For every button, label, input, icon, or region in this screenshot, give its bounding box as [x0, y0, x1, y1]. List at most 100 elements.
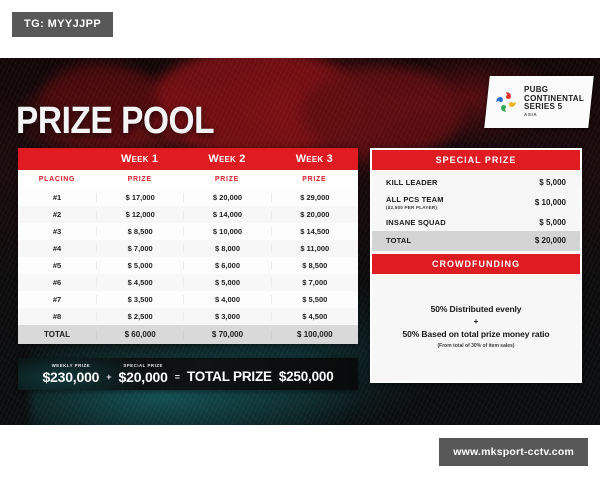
pubg-pinwheel-icon — [496, 92, 517, 112]
cell-week3: $ 5,500 — [270, 295, 358, 304]
prize-table-sub-header: PLACING PRIZE PRIZE PRIZE — [18, 170, 358, 189]
special-prize-value: $ 5,000 — [539, 178, 566, 188]
col-header-placing: PLACING — [38, 176, 76, 183]
cell-week1: $ 4,500 — [96, 278, 183, 287]
cell-week3: $ 8,500 — [270, 261, 358, 270]
summary-special-group: SPECIAL PRIZE $20,000 — [118, 362, 168, 386]
special-prize-total-value: $ 20,000 — [534, 236, 566, 246]
crowdfunding-plus: + — [473, 316, 479, 326]
cell-week3: $ 14,500 — [270, 227, 358, 236]
summary-total-value: $250,000 — [278, 369, 334, 384]
pcs-logo: PUBG CONTINENTAL SERIES 5 ASIA — [484, 76, 594, 128]
cell-week3: $ 20,000 — [270, 210, 358, 219]
cell-week2: $ 4,000 — [183, 295, 270, 304]
table-row: #3 $ 8,500 $ 10,000 $ 14,500 — [18, 223, 358, 240]
cell-placing: #1 — [52, 193, 62, 202]
special-prize-panel: SPECIAL PRIZE KILL LEADER $ 5,000 ALL PC… — [370, 148, 582, 383]
prize-table-week-header: Week 1 Week 2 Week 3 — [18, 148, 358, 170]
list-item: ALL PCS TEAM ($2,500 PER PLAYER) $ 10,00… — [372, 191, 580, 213]
cell-week1: $ 2,500 — [96, 312, 183, 321]
summary-plus-operator: + — [106, 371, 112, 382]
special-prize-name: INSANE SQUAD — [386, 217, 446, 227]
graffiti-blob-icon — [40, 63, 160, 143]
summary-equals-operator: = — [174, 371, 180, 382]
cell-week1: $ 3,500 — [96, 295, 183, 304]
special-prize-name: KILL LEADER — [386, 178, 438, 187]
list-item: KILL LEADER $ 5,000 — [372, 174, 580, 191]
logo-region-label: ASIA — [524, 112, 538, 117]
cell-week3: $ 29,000 — [270, 193, 358, 202]
summary-weekly-group: WEEKLY PRIZE $230,000 — [42, 362, 100, 386]
summary-special-value: $20,000 — [118, 369, 168, 386]
summary-weekly-value: $230,000 — [42, 369, 100, 386]
week-header-2: Week 2 — [208, 153, 246, 165]
graffiti-blob-icon — [300, 68, 460, 158]
table-row: #6 $ 4,500 $ 5,000 $ 7,000 — [18, 274, 358, 291]
special-prize-list: KILL LEADER $ 5,000 ALL PCS TEAM ($2,500… — [372, 170, 580, 254]
cell-placing: #8 — [52, 312, 62, 321]
summary-weekly-label: WEEKLY PRIZE — [51, 362, 91, 368]
cell-total-week2: $ 70,000 — [183, 330, 270, 339]
crowdfunding-line-2: 50% Based on total prize money ratio — [402, 328, 550, 339]
cell-week1: $ 12,000 — [96, 210, 183, 219]
special-prize-name-wrap: INSANE SQUAD — [386, 218, 446, 227]
cell-week2: $ 20,000 — [183, 193, 270, 202]
special-prize-header: SPECIAL PRIZE — [372, 150, 580, 170]
list-item: INSANE SQUAD $ 5,000 — [372, 214, 580, 231]
special-prize-name-wrap: ALL PCS TEAM ($2,500 PER PLAYER) — [386, 195, 444, 209]
table-row: #7 $ 3,500 $ 4,000 $ 5,500 — [18, 291, 358, 308]
page-title: PRIZE POOL — [16, 100, 215, 142]
crowdfunding-header: CROWDFUNDING — [372, 253, 580, 274]
crowdfunding-body: 50% Distributed evenly + 50% Based on to… — [372, 273, 580, 381]
cell-week1: $ 17,000 — [96, 193, 183, 202]
cell-placing: #4 — [52, 244, 62, 253]
week-header-1: Week 1 — [121, 153, 159, 165]
cell-week1: $ 7,000 — [96, 244, 183, 253]
cell-total-week3: $ 100,000 — [270, 330, 358, 339]
table-row: #8 $ 2,500 $ 3,000 $ 4,500 — [18, 308, 358, 325]
cell-placing: #5 — [52, 261, 62, 270]
table-row: #5 $ 5,000 $ 6,000 $ 8,500 — [18, 257, 358, 274]
table-row-total: TOTAL $ 60,000 $ 70,000 $ 100,000 — [18, 325, 358, 344]
special-prize-note: ($2,500 PER PLAYER) — [386, 204, 438, 210]
cell-week1: $ 5,000 — [96, 261, 183, 270]
crowdfunding-line-1: 50% Distributed evenly — [430, 303, 522, 314]
special-prize-value: $ 10,000 — [534, 198, 566, 208]
special-prize-total-row: TOTAL $ 20,000 — [372, 231, 580, 251]
cell-placing: #3 — [52, 227, 62, 236]
cell-placing: #6 — [52, 278, 62, 287]
cell-week2: $ 5,000 — [183, 278, 270, 287]
week-header-3: Week 3 — [295, 153, 333, 165]
cell-week2: $ 3,000 — [183, 312, 270, 321]
logo-line-3: SERIES 5 — [524, 102, 563, 112]
col-header-prize-2: PRIZE — [214, 176, 240, 183]
crowdfunding-note: (From total of 30% of item sales) — [437, 342, 515, 349]
cell-week2: $ 6,000 — [183, 261, 270, 270]
col-header-prize-1: PRIZE — [127, 176, 152, 183]
cell-week3: $ 7,000 — [270, 278, 358, 287]
cell-placing: #2 — [52, 210, 62, 219]
table-row: #2 $ 12,000 $ 14,000 $ 20,000 — [18, 206, 358, 223]
cell-week2: $ 8,000 — [183, 244, 270, 253]
special-prize-name: ALL PCS TEAM — [386, 195, 444, 205]
site-watermark: www.mksport-cctv.com — [439, 438, 588, 466]
cell-week2: $ 10,000 — [183, 227, 270, 236]
table-row: #1 $ 17,000 $ 20,000 $ 29,000 — [18, 189, 358, 206]
cell-total-label: TOTAL — [44, 330, 70, 339]
cell-total-week1: $ 60,000 — [96, 330, 183, 339]
cell-week1: $ 8,500 — [96, 227, 183, 236]
prize-summary-bar: WEEKLY PRIZE $230,000 + SPECIAL PRIZE $2… — [18, 358, 358, 390]
cell-week3: $ 11,000 — [270, 244, 358, 253]
cell-week3: $ 4,500 — [270, 312, 358, 321]
col-header-prize-3: PRIZE — [302, 176, 327, 183]
telegram-badge: TG: MYYJJPP — [12, 12, 114, 37]
special-prize-name-wrap: KILL LEADER — [386, 178, 438, 187]
special-prize-total-label: TOTAL — [386, 236, 412, 246]
cell-week2: $ 14,000 — [183, 210, 270, 219]
special-prize-value: $ 5,000 — [539, 217, 566, 227]
summary-total-label: TOTAL PRIZE — [187, 369, 272, 384]
prize-pool-graphic: PRIZE POOL PUBG CONTINENTAL SERIES 5 ASI… — [0, 58, 600, 425]
prize-table: Week 1 Week 2 Week 3 PLACING PRIZE PRIZE… — [18, 148, 358, 344]
summary-special-label: SPECIAL PRIZE — [123, 362, 163, 368]
